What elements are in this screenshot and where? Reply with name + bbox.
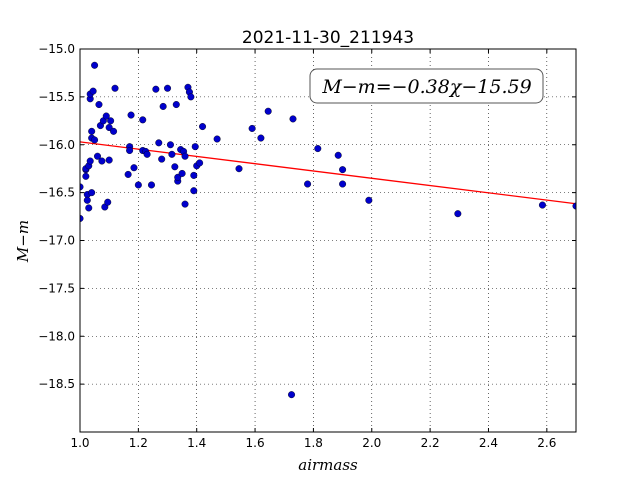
data-point bbox=[572, 202, 576, 210]
data-point bbox=[314, 145, 322, 153]
data-point bbox=[235, 165, 243, 173]
data-point bbox=[164, 84, 172, 92]
data-point bbox=[152, 85, 160, 93]
fit-line bbox=[79, 141, 577, 205]
data-point bbox=[190, 171, 198, 179]
data-point bbox=[155, 139, 163, 147]
data-point bbox=[158, 155, 166, 163]
data-point bbox=[196, 159, 204, 167]
data-point bbox=[181, 200, 189, 208]
x-tick-label: 1.2 bbox=[129, 436, 148, 450]
data-point bbox=[82, 172, 90, 180]
fit-equation-annotation: M−m=−0.38χ−15.59 bbox=[321, 76, 531, 98]
data-point bbox=[91, 136, 99, 144]
y-tick-label: −15.0 bbox=[38, 42, 75, 56]
data-point bbox=[127, 111, 135, 119]
x-tick-label: 2.4 bbox=[479, 436, 498, 450]
data-point bbox=[257, 134, 265, 142]
data-point bbox=[171, 163, 179, 171]
x-tick-label: 2.0 bbox=[362, 436, 381, 450]
data-point bbox=[130, 164, 138, 172]
y-tick-label: −15.5 bbox=[38, 90, 75, 104]
data-point bbox=[159, 102, 167, 110]
data-point bbox=[264, 107, 272, 115]
data-point bbox=[95, 101, 103, 109]
data-point bbox=[181, 152, 189, 160]
data-point bbox=[288, 391, 296, 399]
data-point bbox=[86, 157, 94, 165]
data-point bbox=[172, 101, 180, 109]
data-point bbox=[89, 87, 97, 95]
data-point bbox=[289, 115, 297, 123]
data-point bbox=[80, 214, 84, 222]
data-point bbox=[111, 84, 119, 92]
data-point bbox=[304, 180, 312, 188]
x-tick-label: 2.6 bbox=[537, 436, 556, 450]
data-point bbox=[191, 143, 199, 151]
y-tick-label: −18.0 bbox=[38, 329, 75, 343]
data-point bbox=[248, 124, 256, 132]
data-point bbox=[98, 157, 106, 165]
data-point bbox=[83, 196, 91, 204]
data-point bbox=[102, 112, 110, 120]
chart-title: 2021-11-30_211943 bbox=[242, 28, 414, 48]
y-axis-label: M−m bbox=[14, 220, 32, 263]
data-point bbox=[178, 169, 186, 177]
data-points bbox=[80, 61, 576, 399]
data-point bbox=[94, 152, 102, 160]
data-point bbox=[110, 127, 118, 135]
data-point bbox=[187, 93, 195, 101]
data-point bbox=[80, 183, 84, 191]
data-point bbox=[139, 116, 147, 124]
x-tick-label: 1.8 bbox=[304, 436, 323, 450]
data-point bbox=[107, 117, 115, 125]
data-point bbox=[134, 181, 142, 189]
data-point bbox=[199, 123, 207, 131]
annotation-box bbox=[309, 68, 544, 104]
x-tick-label: 2.2 bbox=[421, 436, 440, 450]
y-tick-label: −16.5 bbox=[38, 186, 75, 200]
data-point bbox=[334, 151, 342, 159]
x-axis-label: airmass bbox=[298, 456, 358, 474]
data-point bbox=[213, 135, 221, 143]
y-tick-label: −17.5 bbox=[38, 281, 75, 295]
data-point bbox=[124, 170, 132, 178]
data-point bbox=[454, 210, 462, 218]
x-tick-label: 1.4 bbox=[187, 436, 206, 450]
data-point bbox=[339, 166, 347, 174]
data-point bbox=[143, 150, 151, 158]
data-point bbox=[339, 180, 347, 188]
data-point bbox=[126, 146, 134, 154]
data-point bbox=[88, 127, 96, 135]
data-point bbox=[104, 198, 112, 206]
data-point bbox=[105, 156, 113, 164]
y-tick-label: −17.0 bbox=[38, 234, 75, 248]
data-point bbox=[88, 189, 96, 197]
y-tick-label: −16.0 bbox=[38, 138, 75, 152]
data-point bbox=[190, 187, 198, 195]
x-tick-label: 1.0 bbox=[70, 436, 89, 450]
data-point bbox=[166, 141, 174, 149]
data-point bbox=[365, 196, 373, 204]
plot-area: 1.0 1.2 1.4 1.6 1.8 2.0 2.2 2.4 2.6 −15.0 −15.5 −16… bbox=[38, 42, 577, 450]
data-point bbox=[147, 181, 155, 189]
data-point bbox=[538, 201, 546, 209]
y-tick-label: −18.5 bbox=[38, 377, 75, 391]
x-tick-label: 1.6 bbox=[246, 436, 265, 450]
data-point bbox=[91, 61, 99, 69]
data-point bbox=[85, 204, 93, 212]
data-point bbox=[168, 150, 176, 158]
